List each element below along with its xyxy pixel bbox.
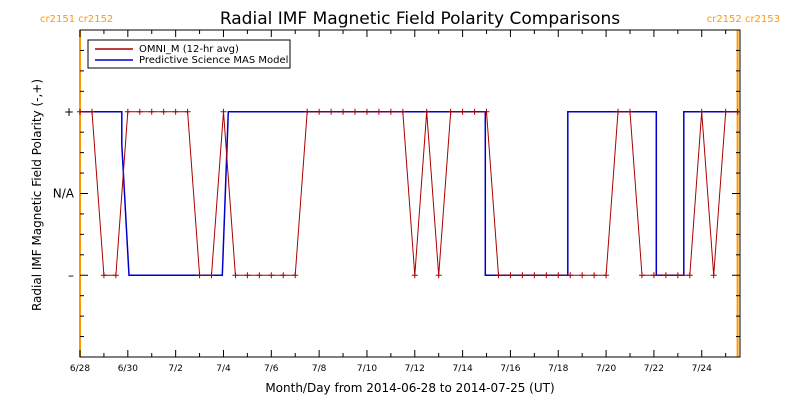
x-tick-label: 7/12 [405,364,425,374]
omni-point [650,272,657,279]
omni-point [483,108,490,115]
omni-point [160,108,167,115]
omni-point [591,272,598,279]
legend-box [87,39,291,69]
omni-point [555,272,562,279]
omni-point [435,272,442,279]
omni-point [495,272,502,279]
omni-point [208,272,215,279]
omni-point [124,108,131,115]
x-tick-label: 7/4 [216,364,231,374]
legend: OMNI_M (12-hr avg) Predictive Science MA… [87,39,291,69]
omni-point [734,108,741,115]
omni-point [411,272,418,279]
omni-point [232,272,239,279]
omni-point [172,108,179,115]
omni-point [220,108,227,115]
axis-ticks: 6/28 6/30 7/2 7/4 7/6 7/8 7/10 7/12 7/14 7/16 7/18… [53,29,740,374]
x-tick-label: 7/20 [596,364,616,374]
omni-point [471,108,478,115]
omni-point [112,272,119,279]
series-layer [77,108,741,279]
omni-point [543,272,550,279]
x-tick-label: 7/2 [168,364,182,374]
omni-point [304,108,311,115]
omni-point [387,108,394,115]
legend-model-label: Predictive Science MAS Model [139,55,288,66]
omni-point [280,272,287,279]
x-tick-label: 7/22 [644,364,664,374]
omni-point [196,272,203,279]
x-tick-label: 7/16 [500,364,520,374]
omni-point [375,108,382,115]
omni-point [352,108,358,115]
x-axis-title: Month/Day from 2014-06-28 to 2014-07-25 … [265,381,554,395]
series-model-line [80,111,740,277]
omni-point [244,272,251,279]
omni-point [615,108,622,115]
omni-point [184,108,191,115]
carrington-label: cr2152 cr2153 [707,14,780,25]
x-tick-label: 6/28 [70,364,90,374]
x-tick-label: 7/18 [548,364,568,374]
omni-point [363,108,370,115]
chart-title: Radial IMF Magnetic Field Polarity Compa… [220,9,620,29]
omni-point [447,108,454,115]
omni-point [710,272,717,279]
omni-point [627,108,633,115]
omni-point [328,108,335,115]
omni-point [136,108,143,115]
omni-point [268,272,275,279]
x-tick-label: 7/14 [452,364,472,374]
y-tick-label: – [68,268,74,282]
omni-point [519,272,526,279]
omni-point [100,272,107,279]
x-tick-label: 7/24 [692,364,712,374]
y-axis-title: Radial IMF Magnetic Field Polarity (-,+) [30,79,44,311]
x-tick-label: 7/10 [357,364,377,374]
omni-point [722,108,729,115]
plot-frame [79,29,741,358]
omni-point [292,272,299,279]
x-tick-label: 6/30 [118,364,138,374]
series-omni-line [80,111,738,276]
omni-point [686,272,693,279]
omni-point [698,108,705,115]
omni-point [88,108,95,115]
omni-point [423,108,430,115]
omni-point [148,108,155,115]
omni-point [662,272,669,279]
omni-point [579,272,586,279]
omni-point [256,272,263,279]
omni-point [567,272,574,279]
y-tick-label: + [64,105,74,119]
omni-point [531,272,538,279]
omni-point [77,108,83,115]
omni-point [399,108,406,115]
x-tick-label: 7/6 [264,364,279,374]
carrington-label: cr2151 cr2152 [40,14,113,25]
omni-point [316,108,323,115]
omni-point [340,108,347,115]
x-tick-label: 7/8 [312,364,327,374]
omni-point [507,272,514,279]
omni-point [638,272,645,279]
legend-omni-label: OMNI_M (12-hr avg) [139,44,239,55]
y-tick-label: N/A [53,187,75,201]
omni-point [603,272,610,279]
omni-point [459,108,466,115]
omni-point [674,272,681,279]
